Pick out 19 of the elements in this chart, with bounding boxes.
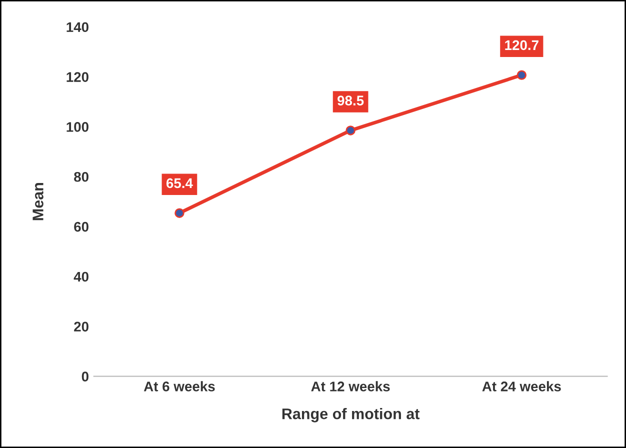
point bbox=[346, 126, 356, 136]
y-tick-label: 120 bbox=[66, 72, 88, 82]
point bbox=[174, 208, 184, 218]
data-label: 120.7 bbox=[505, 40, 538, 50]
y-tick-label: 100 bbox=[66, 122, 88, 132]
x-axis-title: Range of motion at bbox=[282, 408, 420, 422]
y-axis-title: Mean bbox=[32, 183, 44, 220]
y-tick-label: 80 bbox=[74, 172, 88, 182]
y-tick-label: 140 bbox=[66, 22, 88, 32]
x-tick-label: At 6 weeks bbox=[144, 381, 215, 392]
y-tick-label: 40 bbox=[74, 272, 88, 282]
point bbox=[516, 70, 527, 80]
y-tick-label: 60 bbox=[74, 222, 88, 232]
data-label: 98.5 bbox=[338, 96, 364, 106]
y-tick-label: 20 bbox=[74, 322, 88, 332]
x-tick-label: At 12 weeks bbox=[311, 381, 390, 392]
y-tick-label: 0 bbox=[82, 372, 88, 382]
x-tick-label: At 24 weeks bbox=[482, 381, 561, 392]
data-label: 65.4 bbox=[166, 178, 193, 188]
